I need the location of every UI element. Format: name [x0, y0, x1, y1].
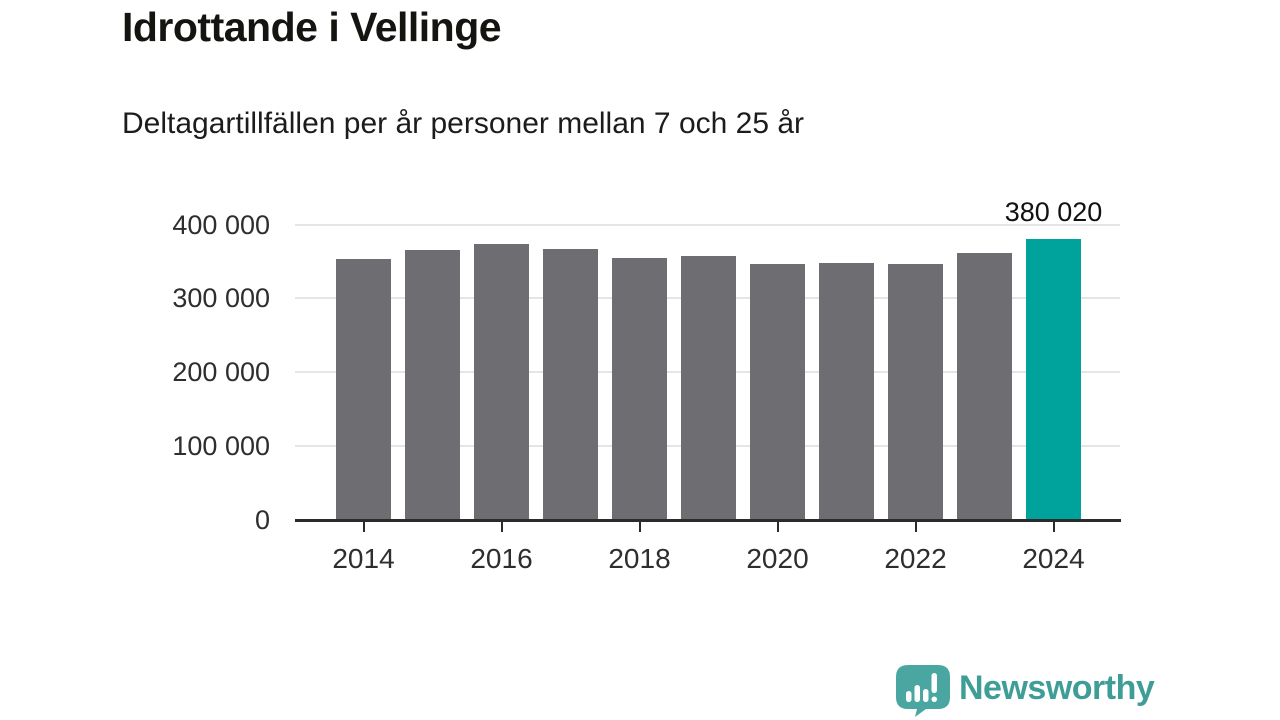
bar-2021: [819, 262, 874, 520]
newsworthy-logo-icon: [895, 664, 951, 718]
brand-name: Newsworthy: [959, 669, 1155, 707]
x-axis-tick: [500, 521, 503, 532]
x-axis-line: [295, 518, 1121, 522]
bar-2016: [474, 244, 529, 520]
x-axis-tick: [362, 521, 365, 532]
x-axis-tick-label: 2022: [884, 543, 947, 574]
bar-2017: [543, 248, 598, 520]
chart-subtitle: Deltagartillfällen per år personer mella…: [122, 107, 805, 140]
x-axis-tick: [638, 521, 641, 532]
x-axis-tick-label: 2014: [332, 543, 395, 574]
y-axis-tick-label: 200 000: [172, 357, 270, 388]
y-axis-tick-label: 0: [254, 505, 270, 535]
highlight-value-label: 380 020: [1004, 197, 1103, 228]
x-axis-tick-label: 2018: [608, 543, 671, 574]
gridline: [295, 223, 1120, 226]
x-axis-tick: [776, 521, 779, 532]
x-axis-tick: [914, 521, 917, 532]
bar-2018: [612, 258, 667, 520]
bar-2019: [681, 255, 736, 520]
x-axis-tick-label: 2016: [470, 543, 533, 574]
x-axis-tick: [1052, 521, 1055, 532]
page-title: Idrottande i Vellinge: [122, 4, 502, 50]
bar-2015: [405, 250, 460, 520]
bar-2022: [888, 263, 943, 520]
y-axis-tick-label: 400 000: [172, 209, 270, 240]
x-axis-tick-label: 2024: [1022, 543, 1085, 574]
bar-2014: [336, 259, 391, 520]
x-axis-tick-label: 2020: [746, 543, 809, 574]
y-axis-tick-label: 300 000: [172, 283, 270, 314]
y-axis-tick-label: 100 000: [172, 431, 270, 462]
bar-2023: [957, 253, 1012, 520]
bar-2020: [750, 263, 805, 520]
bar-2024: [1026, 239, 1081, 520]
